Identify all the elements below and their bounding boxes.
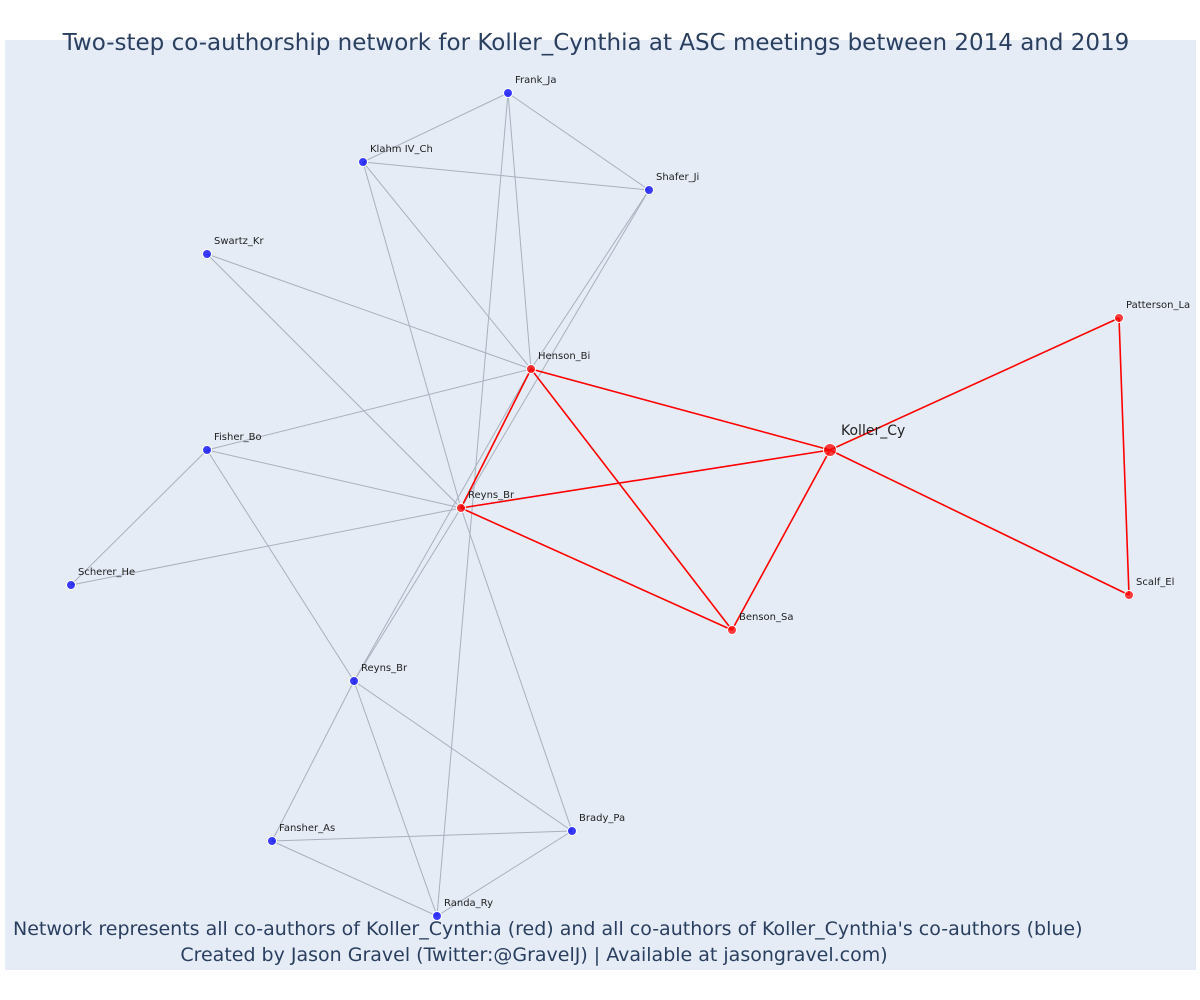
node-henson[interactable]: [526, 364, 536, 374]
edge-klahm-shafer: [362, 161, 650, 191]
edge-koller-scalf: [829, 449, 1130, 596]
node-label-koller: Koller_Cy: [841, 423, 905, 439]
edge-brady-randa: [436, 830, 573, 917]
node-randa[interactable]: [432, 911, 442, 921]
node-label-fisher: Fisher_Bo: [214, 432, 262, 443]
edge-reyns2-fansher: [271, 680, 355, 842]
edge-shafer-henson: [530, 189, 650, 370]
node-patterson[interactable]: [1114, 313, 1124, 323]
edge-fansher-randa: [271, 840, 438, 917]
edge-reyns2-randa: [353, 680, 438, 917]
edge-koller-patterson: [829, 317, 1120, 451]
node-label-reyns1: Reyns_Br: [468, 490, 515, 501]
edges-layer: [70, 92, 1130, 917]
edge-reyns1-benson: [460, 507, 733, 631]
node-frank[interactable]: [503, 88, 513, 98]
edge-henson-reyns1: [460, 368, 532, 509]
edge-fisher-reyns1: [206, 449, 462, 509]
node-reyns1[interactable]: [456, 503, 466, 513]
edge-fisher-henson: [206, 368, 532, 451]
node-label-fansher: Fansher_As: [279, 823, 335, 834]
edge-scherer-reyns1: [70, 507, 462, 586]
node-brady[interactable]: [567, 826, 577, 836]
edge-fisher-reyns2: [206, 449, 355, 682]
node-reyns2[interactable]: [349, 676, 359, 686]
node-label-scalf: Scalf_El: [1136, 577, 1174, 588]
edge-reyns2-henson: [353, 368, 532, 682]
network-description: Network represents all co-authors of Kol…: [13, 918, 1083, 940]
edge-fansher-brady: [271, 830, 573, 842]
chart-title: Two-step co-authorship network for Kolle…: [62, 30, 1130, 56]
edge-reyns2-reyns1: [353, 507, 462, 682]
edge-henson-benson: [530, 368, 733, 631]
edge-shafer-reyns1: [460, 189, 650, 509]
node-label-henson: Henson_Bi: [538, 351, 590, 362]
plot-background: [5, 40, 1196, 970]
edge-swartz-reyns1: [206, 253, 462, 509]
node-label-patterson: Patterson_La: [1126, 300, 1190, 311]
node-label-randa: Randa_Ry: [444, 898, 493, 909]
node-label-klahm: Klahm IV_Ch: [370, 144, 433, 155]
edge-patterson-scalf: [1118, 317, 1130, 596]
edge-klahm-henson: [362, 161, 532, 370]
node-fisher[interactable]: [202, 445, 212, 455]
edge-koller-benson: [731, 449, 831, 631]
node-scalf[interactable]: [1124, 590, 1134, 600]
edge-reyns1-brady: [460, 507, 573, 832]
edge-klahm-reyns1: [362, 161, 462, 509]
node-label-benson: Benson_Sa: [739, 612, 794, 623]
node-klahm[interactable]: [358, 157, 368, 167]
nodes-layer: [66, 88, 1134, 921]
node-shafer[interactable]: [644, 185, 654, 195]
labels-layer: Koller_Cy Patterson_La Scalf_El Benson_Sa He…: [78, 75, 1190, 909]
node-label-brady: Brady_Pa: [579, 813, 625, 824]
edge-koller-reyns1: [460, 449, 831, 509]
node-label-shafer: Shafer_Ji: [656, 172, 699, 183]
node-label-reyns2: Reyns_Br: [361, 663, 408, 674]
edge-fisher-scherer: [70, 449, 208, 586]
edge-reyns2-brady: [353, 680, 573, 832]
node-scherer[interactable]: [66, 580, 76, 590]
node-label-swartz: Swartz_Kr: [214, 236, 264, 247]
node-swartz[interactable]: [202, 249, 212, 259]
node-fansher[interactable]: [267, 836, 277, 846]
edge-swartz-henson: [206, 253, 532, 370]
edge-koller-henson: [530, 368, 831, 451]
node-koller[interactable]: [823, 443, 837, 457]
edge-frank-randa: [436, 92, 509, 917]
edge-frank-klahm: [362, 92, 509, 163]
edge-frank-shafer: [507, 92, 650, 191]
credit-line: Created by Jason Gravel (Twitter:@Gravel…: [180, 944, 888, 966]
edge-frank-henson: [507, 92, 532, 370]
node-benson[interactable]: [727, 625, 737, 635]
node-label-frank: Frank_Ja: [515, 75, 556, 86]
node-label-scherer: Scherer_He: [78, 567, 135, 578]
